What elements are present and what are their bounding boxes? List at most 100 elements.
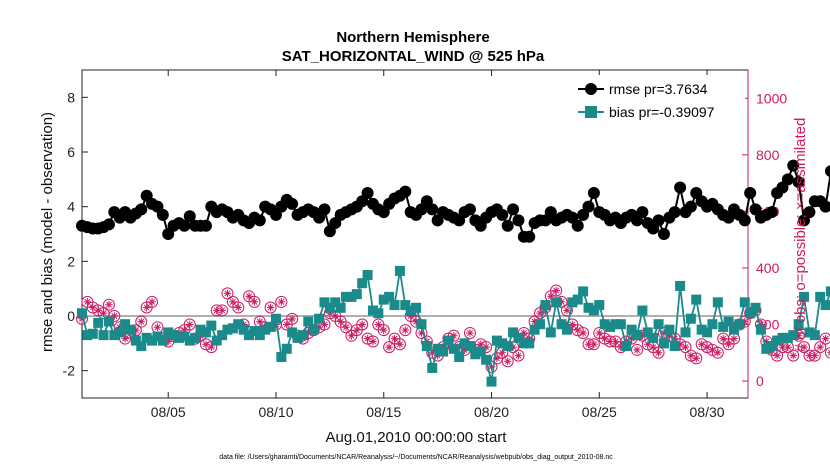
obs-assimilated-point	[811, 351, 819, 360]
obs-possible-point	[771, 349, 784, 362]
bias-point	[621, 341, 632, 352]
bias-point	[815, 291, 826, 302]
obs-assimilated-point	[99, 309, 108, 317]
rmse-point	[684, 200, 697, 213]
obs-possible-point	[393, 338, 406, 351]
bias-point	[308, 324, 319, 335]
bias-point	[594, 300, 605, 311]
obs-assimilated-point	[740, 317, 749, 326]
rmse-point	[156, 208, 169, 221]
bias-point	[184, 335, 195, 346]
obs-assimilated-point	[331, 312, 340, 320]
obs-assimilated-point	[573, 326, 582, 334]
bias-point	[745, 308, 756, 319]
y2-tick-label: 400	[756, 260, 780, 276]
obs-assimilated-point	[778, 343, 787, 351]
obs-assimilated-point	[449, 331, 458, 340]
obs-assimilated-point	[369, 337, 377, 346]
obs-assimilated-point	[466, 329, 474, 337]
bias-point	[599, 319, 610, 330]
rmse-point	[803, 206, 816, 219]
obs-assimilated-point	[503, 357, 512, 366]
obs-assimilated-point	[714, 348, 722, 357]
bias-point	[454, 352, 465, 362]
bias-point	[475, 346, 486, 357]
obs-assimilated-point	[476, 340, 485, 349]
rmse-point	[668, 206, 681, 219]
bias-point	[297, 330, 308, 341]
bias-point	[378, 294, 389, 305]
obs-possible-point	[275, 295, 288, 308]
rmse-point	[738, 214, 751, 227]
y-tick-label: 0	[67, 308, 75, 324]
bias-point	[238, 324, 249, 335]
legend-rmse-marker	[585, 83, 597, 95]
obs-assimilated-point	[563, 306, 571, 315]
obs-assimilated-point	[800, 343, 808, 351]
obs-assimilated-point	[212, 306, 221, 315]
bias-point	[303, 316, 314, 327]
obs-assimilated-point	[584, 340, 593, 349]
obs-possible-point	[146, 295, 159, 308]
bias-point	[712, 297, 723, 308]
obs-possible-point	[798, 341, 811, 354]
obs-assimilated-point	[94, 306, 102, 315]
bias-point	[723, 316, 734, 327]
obs-possible-point	[463, 326, 476, 339]
bias-point	[820, 300, 830, 311]
obs-possible-point	[183, 318, 196, 331]
obs-assimilated-point	[724, 340, 733, 349]
rmse-point	[399, 185, 412, 198]
legend-rmse-label: rmse pr=3.7634	[609, 81, 708, 97]
obs-assimilated-point	[643, 340, 652, 349]
y-tick-label: 6	[67, 144, 75, 160]
bias-point	[211, 335, 222, 346]
bias-point	[77, 308, 87, 319]
obs-assimilated-point	[223, 289, 232, 298]
bias-point	[411, 302, 422, 313]
obs-assimilated-point	[509, 343, 517, 351]
x-tick-label: 08/25	[582, 404, 617, 420]
obs-assimilated-point	[218, 306, 226, 315]
obs-assimilated-point	[347, 331, 356, 340]
obs-assimilated-point	[821, 334, 830, 343]
obs-assimilated-point	[256, 317, 264, 326]
bias-point	[739, 297, 750, 308]
bias-point	[799, 291, 810, 302]
obs-assimilated-point	[207, 343, 216, 351]
rmse-point	[587, 187, 600, 199]
obs-possible-point	[787, 349, 800, 362]
rmse-point	[652, 214, 665, 227]
x-tick-label: 08/15	[366, 404, 401, 420]
bias-point	[341, 291, 352, 302]
obs-assimilated-point	[121, 334, 129, 343]
bias-point	[233, 319, 244, 330]
y-tick-label: 2	[67, 253, 75, 269]
rmse-point	[178, 219, 191, 232]
obs-assimilated-point	[568, 320, 577, 329]
bias-point	[400, 300, 411, 311]
bias-point	[367, 305, 378, 316]
bias-point	[335, 302, 346, 313]
obs-assimilated-point	[487, 363, 496, 371]
bias-point	[103, 316, 114, 327]
obs-assimilated-point	[590, 340, 598, 349]
bias-point	[491, 335, 502, 346]
bias-point	[373, 308, 384, 319]
obs-assimilated-point	[396, 340, 404, 349]
y2-tick-label: 0	[756, 373, 764, 389]
obs-assimilated-point	[762, 337, 771, 346]
obs-assimilated-point	[390, 334, 399, 343]
bias-point	[438, 346, 449, 357]
rmse-point	[636, 206, 649, 219]
obs-assimilated-point	[320, 320, 329, 329]
bias-point	[384, 291, 395, 302]
bias-point	[610, 319, 621, 330]
obs-assimilated-point	[374, 320, 383, 329]
bias-point	[734, 319, 745, 330]
bias-point	[292, 332, 303, 343]
obs-possible-point	[286, 312, 299, 325]
obs-assimilated-point	[342, 323, 350, 332]
bias-point	[508, 327, 519, 338]
